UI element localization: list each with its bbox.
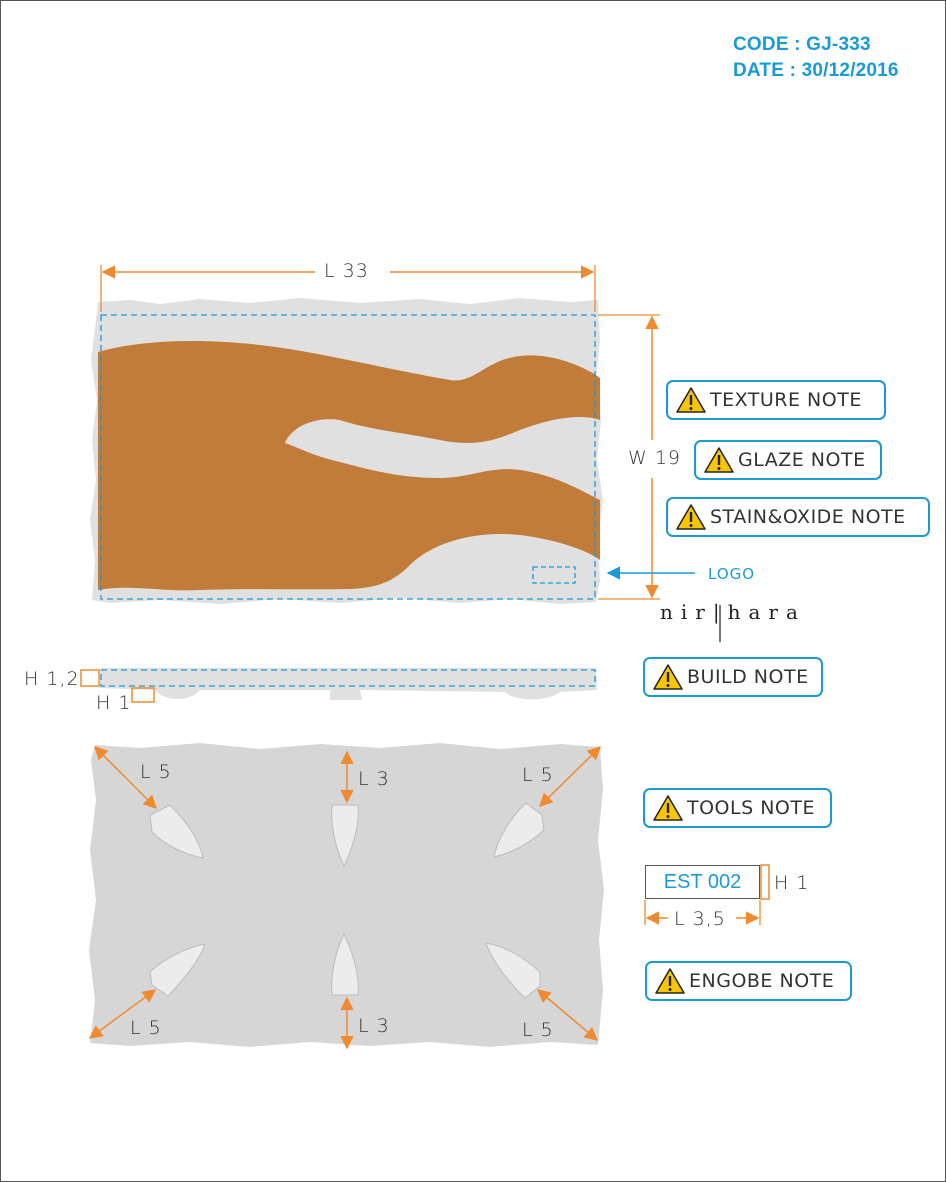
product-code: CODE : GJ-333 bbox=[733, 34, 871, 55]
warning-icon bbox=[676, 387, 706, 413]
dim-arrow-bottom-right bbox=[536, 989, 599, 1041]
build-note-label: BUILD NOTE bbox=[687, 666, 809, 688]
bottom-dim-bottom-right: L 5 bbox=[522, 1019, 554, 1041]
stain-oxide-note-label: STAIN&OXIDE NOTE bbox=[710, 506, 906, 528]
bottom-dim-top-right: L 5 bbox=[522, 764, 554, 786]
foot-height-label: H 1 bbox=[96, 692, 132, 714]
stamp-code: EST 002 bbox=[663, 870, 742, 893]
bottom-dim-top-left: L 5 bbox=[140, 761, 172, 783]
warning-icon bbox=[676, 504, 706, 530]
stamp-box: EST 002 bbox=[645, 865, 760, 899]
bottom-view bbox=[88, 743, 604, 1050]
stamp-height-label: H 1 bbox=[774, 872, 810, 894]
length-dimension bbox=[100, 265, 596, 312]
glaze-note[interactable]: GLAZE NOTE bbox=[694, 440, 882, 480]
header-info: CODE : GJ-333 DATE : 30/12/2016 bbox=[733, 32, 899, 84]
height-label: H 1,2 bbox=[24, 668, 80, 690]
side-outline bbox=[100, 669, 596, 687]
bottom-dim-bottom-center: L 3 bbox=[358, 1015, 390, 1037]
foot-bottom-right bbox=[485, 942, 541, 999]
engobe-note-label: ENGOBE NOTE bbox=[689, 970, 835, 992]
warning-icon bbox=[653, 664, 683, 690]
dim-arrow-top-left bbox=[94, 746, 157, 809]
top-view bbox=[90, 298, 603, 604]
texture-note[interactable]: TEXTURE NOTE bbox=[666, 380, 886, 420]
foot-bracket bbox=[131, 687, 155, 703]
length-label: L 33 bbox=[324, 260, 369, 282]
logo-label: LOGO bbox=[708, 565, 756, 583]
bottom-dim-top-center: L 3 bbox=[358, 768, 390, 790]
engobe-note[interactable]: ENGOBE NOTE bbox=[645, 961, 852, 1001]
brand-logo: nir|hara bbox=[660, 600, 806, 624]
side-body bbox=[100, 668, 597, 700]
tools-note[interactable]: TOOLS NOTE bbox=[643, 788, 832, 828]
foot-top-right bbox=[493, 802, 545, 858]
side-view bbox=[80, 668, 597, 703]
glaze-note-label: GLAZE NOTE bbox=[738, 449, 866, 471]
warning-icon bbox=[655, 968, 685, 994]
height-bracket bbox=[80, 669, 100, 687]
warning-icon bbox=[704, 447, 734, 473]
build-note[interactable]: BUILD NOTE bbox=[643, 657, 823, 697]
stamp-length-label: L 3,5 bbox=[674, 908, 726, 930]
tools-note-label: TOOLS NOTE bbox=[687, 797, 815, 819]
warning-icon bbox=[653, 795, 683, 821]
logo-placeholder bbox=[532, 566, 576, 584]
stain-oxide-note[interactable]: STAIN&OXIDE NOTE bbox=[666, 497, 930, 537]
width-dimension bbox=[598, 314, 660, 600]
foot-top-center bbox=[331, 804, 359, 868]
top-outline bbox=[100, 314, 596, 600]
drawing-date: DATE : 30/12/2016 bbox=[733, 60, 899, 81]
foot-top-left bbox=[149, 804, 204, 859]
foot-bottom-left bbox=[149, 943, 206, 997]
bottom-dim-bottom-left: L 5 bbox=[130, 1017, 162, 1039]
stamp-dimensions bbox=[644, 864, 770, 925]
dim-arrow-bottom-left bbox=[88, 989, 157, 1039]
dim-arrow-top-right bbox=[539, 746, 601, 807]
width-label: W 19 bbox=[628, 447, 682, 469]
glaze-area bbox=[98, 340, 600, 591]
bottom-body bbox=[89, 743, 604, 1047]
foot-bottom-center bbox=[331, 932, 359, 996]
texture-note-label: TEXTURE NOTE bbox=[710, 389, 862, 411]
